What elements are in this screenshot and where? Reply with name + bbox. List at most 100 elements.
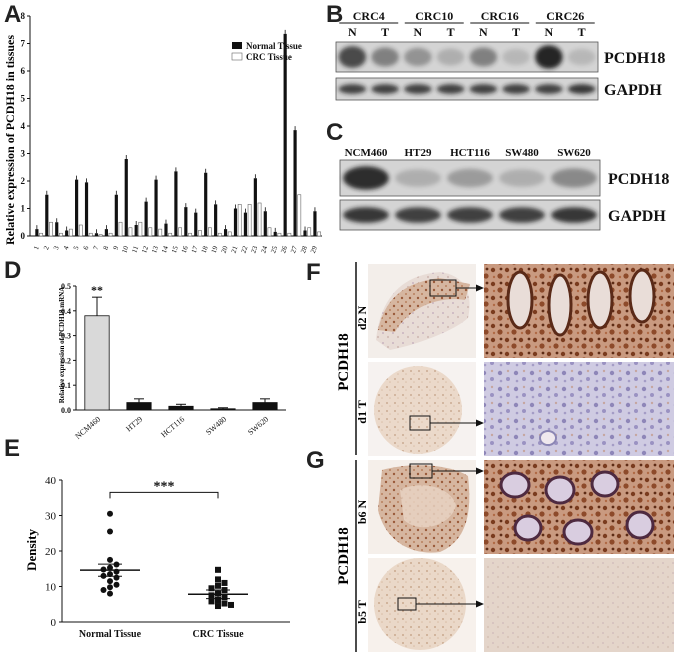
chart-a-xtick-label: 1: [32, 244, 41, 250]
blot-b-pcdh18-band: [404, 47, 432, 67]
chart-a-xtick-label: 13: [150, 244, 160, 254]
chart-a-bar-normal: [94, 233, 99, 236]
chart-a-xtick-label: 26: [279, 244, 289, 254]
blot-c-pcdh18-band: [447, 168, 493, 188]
chart-a-bar-crc: [88, 232, 93, 237]
blot-c-lane-label: HT29: [405, 147, 432, 159]
chart-a-xtick-label: 18: [200, 244, 210, 254]
chart-a-bar-normal: [253, 178, 257, 236]
chart-a-bar-crc: [68, 228, 73, 237]
blot-c-gapdh-band: [343, 207, 389, 223]
chart-d-xtick-label: HT29: [124, 415, 144, 434]
chart-a-bar-crc: [307, 227, 312, 237]
chart-d-xtick-label: HCT116: [159, 415, 186, 440]
chart-d-bar: [126, 402, 152, 411]
chart-a-bar-normal: [263, 211, 267, 236]
chart-a-bar-normal: [184, 207, 188, 236]
blot-b-sample-label: CRC4: [353, 9, 385, 23]
chart-e-ytick-label: 0: [51, 617, 57, 629]
chart-e-point-crc: [215, 596, 221, 603]
chart-a-bar-normal: [164, 223, 168, 236]
blot-b-sample-label: CRC26: [546, 9, 584, 23]
chart-a-bar-normal: [154, 179, 158, 236]
chart-a-ytick-label: 8: [21, 11, 26, 21]
blot-b-gapdh-band: [436, 84, 465, 94]
chart-d-xtick-label: SW480: [204, 415, 228, 437]
chart-a-bar-normal: [134, 225, 138, 236]
blot-b-sample-label: CRC16: [481, 9, 519, 23]
chart-a-xtick-label: 9: [112, 244, 121, 250]
chart-e-point-crc: [215, 576, 221, 583]
ihc-f-bottom-arrowhead: [476, 419, 484, 427]
chart-a-xtick-label: 15: [170, 244, 180, 254]
ihc-f-top-label: d2 N: [355, 305, 369, 330]
blot-b-lane-label: T: [381, 25, 389, 39]
chart-a-bar-crc: [317, 231, 322, 237]
blot-c-pcdh18-band: [343, 166, 389, 190]
ihc-g-bottom-label: b5 T: [355, 600, 369, 623]
blot-c-pcdh18-band: [551, 168, 597, 188]
chart-a-bar-crc: [237, 204, 242, 237]
chart-a-bar-crc: [59, 232, 63, 237]
blot-b-gapdh-band: [567, 84, 596, 94]
chart-e-point-crc: [215, 566, 221, 573]
chart-a-ytick-label: 2: [21, 176, 26, 186]
chart-a-xtick-label: 2: [42, 244, 51, 250]
chart-a-ytick-label: 6: [21, 66, 26, 76]
chart-e-point-crc: [208, 585, 215, 592]
chart-a-bar-crc: [297, 194, 302, 237]
chart-a-ytick-label: 3: [21, 149, 26, 159]
chart-a-xtick-label: 5: [72, 244, 81, 250]
panel-label-f: F: [306, 259, 321, 286]
chart-a-xtick-label: 29: [309, 244, 319, 254]
panel-label-a: A: [4, 1, 21, 28]
chart-a-legend-label-crc: CRC Tissue: [246, 52, 292, 62]
chart-e-ytick-label: 30: [45, 511, 57, 523]
chart-a-bar-normal: [214, 204, 218, 236]
chart-a-bar-normal: [293, 130, 297, 236]
chart-a-bar-crc: [207, 227, 212, 237]
chart-a-bar-crc: [108, 232, 113, 237]
chart-a-bar-normal: [124, 159, 128, 236]
chart-a-xtick-label: 17: [190, 244, 200, 254]
chart-a-xtick-label: 10: [120, 244, 130, 254]
chart-e-point-normal: [113, 574, 120, 581]
chart-d-bar: [252, 402, 278, 411]
chart-a-bar-normal: [273, 231, 277, 236]
chart-a-ytick-label: 5: [21, 94, 26, 104]
blot-b-pcdh18-band: [338, 46, 367, 68]
chart-a-xtick-label: 6: [82, 244, 91, 250]
chart-a-bar-crc: [267, 227, 272, 237]
panel-g: G PCDH18 b6 N b5 T: [306, 447, 674, 652]
blot-c-lane-label: NCM460: [345, 147, 388, 159]
ihc-g-bottom-arrowhead: [476, 600, 484, 608]
panel-e: E Density 0 10 20 30 40 Normal Tissue CRC Tiss…: [4, 435, 290, 640]
blot-c-gapdh-label: GAPDH: [608, 208, 666, 225]
blot-c: NCM460 HT29 HCT116 SW480 SW620 PCDH18 GAPDH: [339, 147, 669, 231]
chart-e-point-normal: [107, 528, 113, 535]
chart-e-point-normal: [107, 578, 113, 585]
chart-a-bar-crc: [168, 232, 173, 237]
chart-a-bar-crc: [39, 232, 43, 237]
chart-a-xtick-label: 14: [160, 244, 170, 254]
ihc-f-bottom-gland: [539, 430, 557, 446]
chart-e-point-crc: [228, 601, 234, 608]
chart-a-bar-crc: [178, 227, 182, 237]
ihc-f-bottom-core-tissue: [374, 366, 462, 454]
chart-e-point-crc: [215, 582, 221, 589]
chart-a-bar-normal: [313, 211, 317, 236]
chart-a-xtick-label: 24: [259, 244, 269, 254]
chart-a-bar-normal: [204, 172, 208, 236]
chart-e-point-normal: [107, 590, 113, 597]
chart-a-ytick-label: 0: [21, 231, 26, 241]
panel-label-d: D: [4, 257, 21, 284]
chart-a-bar-normal: [104, 229, 108, 236]
chart-e-point-normal: [113, 581, 120, 588]
blot-b-gapdh-band: [338, 84, 367, 94]
chart-e-ytick-label: 10: [45, 582, 57, 594]
chart-a-bar-normal: [84, 182, 89, 236]
panel-b: B CRC4 CRC10 CRC16 CRC26 N T N T N T N T PCDH18 GAPDH: [326, 1, 665, 101]
ihc-g-top-label: b6 N: [355, 499, 369, 524]
chart-a-bar-normal: [303, 230, 307, 236]
